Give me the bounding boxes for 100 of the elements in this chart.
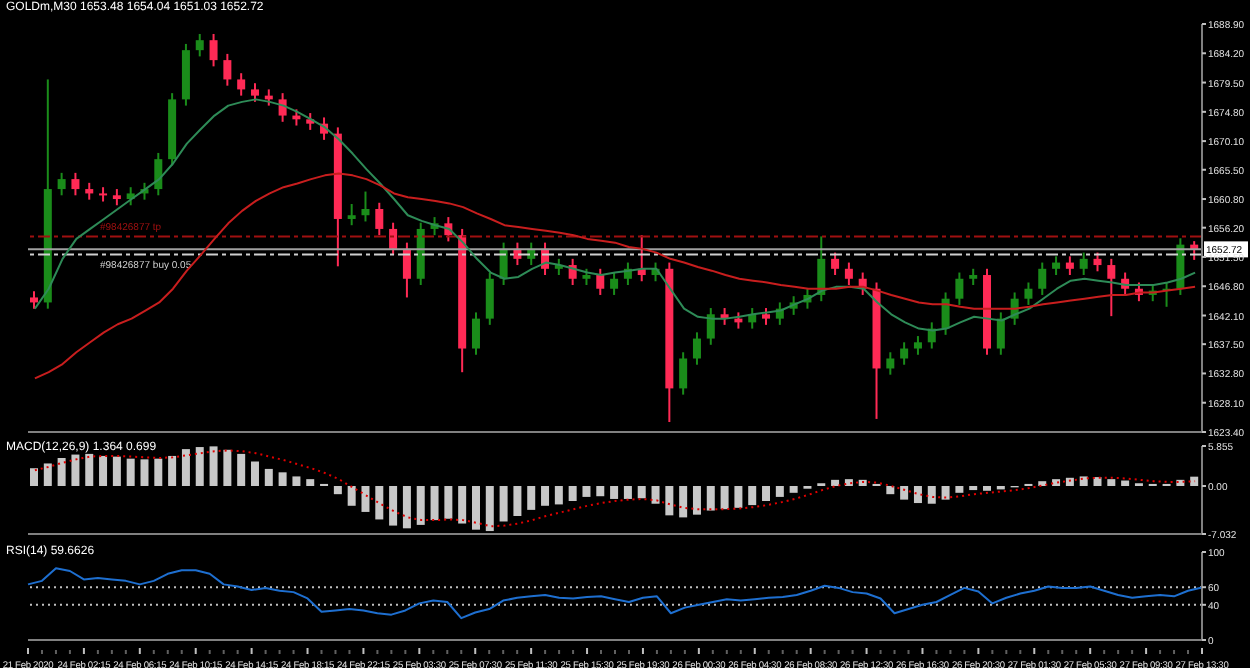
bar — [762, 485, 771, 501]
bar — [430, 485, 439, 521]
bar — [969, 485, 978, 491]
candlestick — [1038, 261, 1047, 296]
bar — [775, 485, 784, 497]
candlestick — [831, 251, 840, 277]
bar — [665, 485, 674, 516]
bar — [637, 485, 646, 499]
bar — [541, 485, 550, 506]
candlestick — [250, 82, 259, 103]
candlestick — [375, 201, 384, 237]
bar — [886, 485, 895, 495]
bar — [250, 461, 259, 486]
candlestick — [209, 32, 218, 68]
bar — [513, 485, 522, 517]
bar — [913, 485, 922, 504]
candlestick — [195, 32, 204, 58]
bar — [789, 485, 798, 493]
bar — [1121, 480, 1130, 486]
bar — [471, 485, 480, 530]
bar — [748, 485, 757, 506]
bar — [264, 468, 273, 486]
candlestick — [1052, 255, 1061, 277]
bar — [485, 485, 494, 532]
bar — [140, 459, 149, 486]
candlestick — [844, 261, 853, 286]
bar — [126, 458, 135, 486]
bar — [706, 485, 715, 511]
candlestick — [471, 311, 480, 356]
bar — [927, 485, 936, 504]
bar — [692, 485, 701, 515]
bar — [195, 447, 204, 486]
bar — [306, 479, 315, 486]
candlestick — [596, 267, 605, 296]
bar — [333, 485, 342, 495]
bar — [181, 449, 190, 486]
candlestick — [996, 311, 1005, 356]
candlestick — [154, 151, 163, 197]
bar — [389, 485, 398, 526]
candlestick — [223, 52, 232, 87]
bar — [112, 456, 121, 486]
candlestick — [913, 335, 922, 356]
bar — [610, 485, 619, 499]
candlestick — [347, 203, 356, 227]
bar — [1079, 476, 1088, 486]
bar — [237, 453, 246, 486]
candlestick — [706, 307, 715, 346]
line-series — [27, 567, 1203, 620]
bar — [1107, 479, 1116, 486]
candlestick — [1079, 251, 1088, 277]
bar — [43, 463, 52, 486]
candlestick — [1024, 281, 1033, 306]
bar — [57, 457, 66, 486]
bar — [458, 485, 467, 524]
bar — [499, 485, 508, 522]
candlestick — [361, 190, 370, 223]
candlestick — [402, 241, 411, 299]
candlestick — [1107, 257, 1116, 318]
bar — [85, 453, 94, 486]
bar — [554, 485, 563, 505]
candlestick — [900, 341, 909, 366]
bar — [278, 472, 287, 486]
bar — [292, 476, 301, 486]
bar — [347, 485, 356, 506]
bar — [941, 485, 950, 500]
bar — [1093, 477, 1102, 486]
candlestick — [389, 221, 398, 257]
candlestick — [955, 271, 964, 306]
bar — [402, 485, 411, 529]
bar — [99, 455, 108, 486]
bar — [983, 485, 992, 491]
candlestick — [1065, 255, 1074, 277]
line-series — [33, 172, 1197, 380]
candlestick — [692, 331, 701, 366]
bar — [582, 485, 591, 497]
candlestick — [1093, 251, 1102, 273]
candlestick — [57, 171, 66, 197]
candlestick — [237, 72, 246, 97]
candlestick — [610, 271, 619, 296]
line-series — [33, 449, 1197, 528]
bar — [416, 485, 425, 525]
bar — [71, 454, 80, 486]
bar — [30, 468, 38, 486]
bar — [651, 485, 660, 504]
candlestick — [886, 351, 895, 376]
bar — [209, 446, 218, 486]
bar — [375, 485, 384, 520]
bar — [527, 485, 536, 510]
bar — [900, 485, 909, 500]
bar — [596, 485, 605, 497]
candlestick — [485, 271, 494, 326]
candlestick — [99, 186, 108, 203]
bar — [720, 485, 729, 510]
bar — [734, 485, 743, 508]
bar — [361, 485, 370, 512]
bar — [623, 485, 632, 499]
candlestick — [71, 171, 80, 197]
candlestick — [278, 92, 287, 123]
bar — [1065, 477, 1074, 486]
bar — [223, 449, 232, 486]
